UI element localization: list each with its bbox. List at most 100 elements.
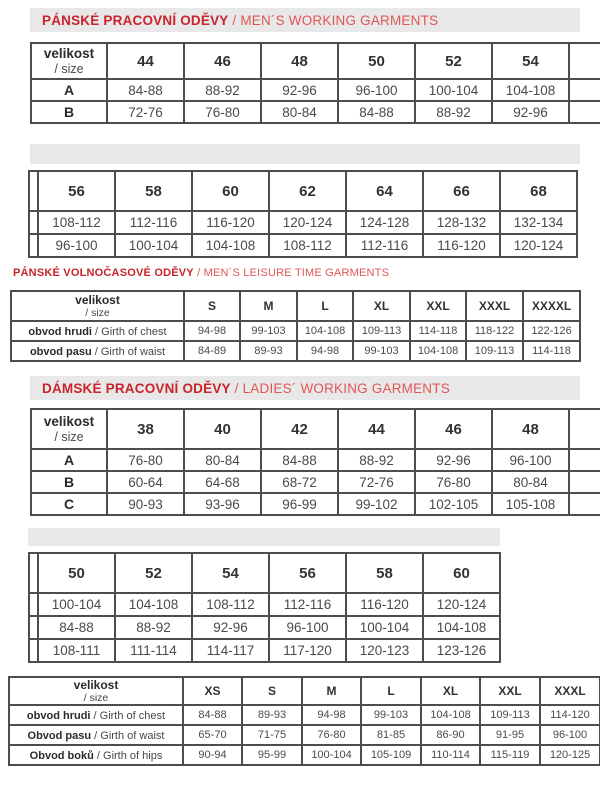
value-cell: 96-100	[491, 448, 570, 472]
clipped-empty-cell	[568, 448, 600, 472]
value-cell: 68-72	[260, 470, 339, 494]
value-cell: 104-108	[114, 592, 193, 617]
value-cell: 105-108	[491, 492, 570, 516]
value-cell: 112-116	[268, 592, 347, 617]
section-header-mens-leisure: PÁNSKÉ VOLNOČASOVÉ ODĚVY / MEN´S LEISURE…	[13, 265, 389, 281]
value-cell: 104-108	[296, 320, 354, 342]
letter-size-table-wrap: velikost / size XS S M L XL XXL XXXL obvod hrudi …	[8, 676, 600, 766]
value-cell: 88-92	[114, 615, 193, 640]
value-cell: 118-122	[465, 320, 524, 342]
clipped-label-column-cell	[28, 592, 39, 617]
value-cell: 124-128	[345, 210, 424, 235]
clipped-label-column-cell	[28, 210, 39, 235]
section-header-ladies-working: DÁMSKÉ PRACOVNÍ ODĚVY / LADIES´ WORKING …	[30, 376, 580, 400]
value-cell: 114-118	[522, 340, 581, 362]
size-header-cell: 54	[491, 42, 570, 80]
value-cell: 108-112	[191, 592, 270, 617]
value-cell: 92-96	[414, 448, 493, 472]
size-header-cell: 56	[268, 552, 347, 594]
value-cell: 114-117	[191, 638, 270, 663]
mens-working-table-part1: velikost / size 44 46 48 50 52 54 A 84-88 88-92 92-…	[30, 42, 600, 124]
section-title-en: / MEN´S LEISURE TIME GARMENTS	[193, 267, 390, 279]
value-cell: 120-124	[499, 233, 578, 258]
value-cell: 122-126	[522, 320, 581, 342]
value-cell: 96-100	[268, 615, 347, 640]
value-cell: 76-80	[106, 448, 185, 472]
row-label-cell: C	[30, 492, 108, 516]
clipped-empty-cell	[568, 78, 600, 102]
clipped-label-column-cell	[28, 170, 39, 212]
value-cell: 60-64	[106, 470, 185, 494]
value-cell: 116-120	[345, 592, 424, 617]
value-cell: 112-116	[345, 233, 424, 258]
value-cell: 108-112	[268, 233, 347, 258]
value-cell: 108-112	[37, 210, 116, 235]
row-label-cell: Obvod boků / Girth of hips	[8, 744, 184, 766]
size-header-cell: 56	[37, 170, 116, 212]
value-cell: 84-88	[260, 448, 339, 472]
ladies-working-table-part2-wrap: 50 52 54 56 58 60 100-104 104-108 108-112 112-116…	[28, 552, 501, 663]
value-cell: 104-108	[422, 615, 501, 640]
table-row: Obvod pasu / Girth of waist 65-70 71-75 76-…	[8, 724, 600, 746]
row-label-cell: A	[30, 448, 108, 472]
size-label-corner-cell: velikost / size	[10, 290, 185, 322]
size-header-cell: 48	[491, 408, 570, 450]
table-row: B 60-64 64-68 68-72 72-76 76-80 80-84	[30, 470, 600, 494]
size-header-row: velikost / size S M L XL XXL XXXL XXXXL	[10, 290, 581, 322]
value-cell: 100-104	[37, 592, 116, 617]
section-title-en: / LADIES´ WORKING GARMENTS	[230, 380, 450, 396]
size-header-row: velikost / size 44 46 48 50 52 54	[30, 42, 600, 80]
clipped-empty-cell	[568, 100, 600, 124]
value-cell: 99-103	[239, 320, 298, 342]
ladies-working-table-part2: 50 52 54 56 58 60 100-104 104-108 108-112 112-116…	[28, 552, 501, 663]
spacer-bar	[28, 528, 500, 546]
mens-working-table-part1-wrap: velikost / size 44 46 48 50 52 54 A 84-88 88-92 92-…	[30, 42, 600, 134]
value-cell: 120-123	[345, 638, 424, 663]
value-cell: 104-108	[191, 233, 270, 258]
value-cell: 84-88	[182, 704, 243, 726]
value-cell: 93-96	[183, 492, 262, 516]
section-title-en: / MEN´S WORKING GARMENTS	[228, 12, 439, 28]
value-cell: 94-98	[296, 340, 354, 362]
value-cell: 80-84	[491, 470, 570, 494]
value-cell: 105-109	[360, 744, 422, 766]
value-cell: 116-120	[422, 233, 501, 258]
value-cell: 96-100	[337, 78, 416, 102]
size-header-cell: 58	[114, 170, 193, 212]
value-cell: 108-111	[37, 638, 116, 663]
value-cell: 104-108	[491, 78, 570, 102]
size-header-cell: XL	[352, 290, 411, 322]
ladies-working-table-part1-wrap: velikost / size 38 40 42 44 46 48 A 76-80 80-84 84-…	[30, 408, 600, 518]
value-cell: 117-120	[268, 638, 347, 663]
row-label-cell: obvod pasu / Girth of waist	[10, 340, 185, 362]
value-cell: 96-99	[260, 492, 339, 516]
table-row: 100-104 104-108 108-112 112-116 116-120 120-1…	[28, 592, 501, 617]
mens-working-table-part2-wrap: 56 58 60 62 64 66 68 108-112 112-116 116-120 120-1…	[28, 170, 578, 258]
mens-leisure-table-wrap: velikost / size S M L XL XXL XXXL XXXXL obvod hru…	[10, 290, 581, 362]
size-header-cell: XXXL	[539, 676, 600, 706]
size-header-cell: 64	[345, 170, 424, 212]
value-cell: 99-103	[352, 340, 411, 362]
value-cell: 92-96	[191, 615, 270, 640]
size-header-cell: 40	[183, 408, 262, 450]
value-cell: 76-80	[183, 100, 262, 124]
value-cell: 80-84	[183, 448, 262, 472]
value-cell: 92-96	[260, 78, 339, 102]
spacer-bar	[30, 144, 580, 164]
clipped-empty-cell	[568, 470, 600, 494]
value-cell: 110-114	[420, 744, 481, 766]
table-row: A 76-80 80-84 84-88 88-92 92-96 96-100	[30, 448, 600, 472]
value-cell: 84-88	[337, 100, 416, 124]
size-header-cell: L	[296, 290, 354, 322]
size-header-cell: M	[301, 676, 362, 706]
section-title-cz: DÁMSKÉ PRACOVNÍ ODĚVY	[42, 380, 231, 396]
size-header-cell: XXXL	[465, 290, 524, 322]
size-header-cell: 54	[191, 552, 270, 594]
table-row: A 84-88 88-92 92-96 96-100 100-104 104-108	[30, 78, 600, 102]
size-header-cell: 50	[37, 552, 116, 594]
mens-leisure-table: velikost / size S M L XL XXL XXXL XXXXL obvod hru…	[10, 290, 581, 362]
value-cell: 112-116	[114, 210, 193, 235]
value-cell: 100-104	[414, 78, 493, 102]
size-header-cell: 44	[106, 42, 185, 80]
